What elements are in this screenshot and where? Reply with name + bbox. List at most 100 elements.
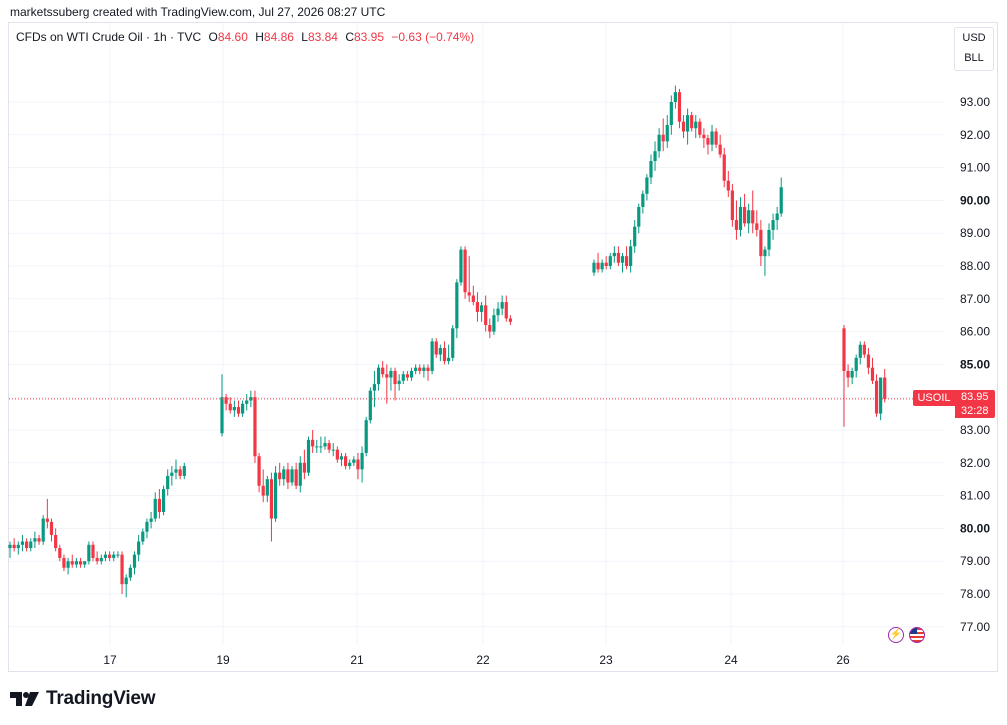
y-tick-label: 80.00	[960, 521, 990, 535]
candle	[694, 115, 698, 139]
candle	[145, 518, 149, 539]
candle-body	[108, 554, 112, 558]
chart-legend: CFDs on WTI Crude Oil · 1h · TVC O84.60 …	[16, 30, 474, 44]
high-value: 84.86	[263, 30, 294, 44]
candle	[397, 374, 401, 391]
candle	[637, 203, 641, 234]
candle-body	[738, 206, 743, 230]
candle	[426, 364, 430, 381]
candle-body	[393, 370, 397, 385]
open-value: 84.60	[217, 30, 248, 44]
candle-body	[775, 213, 779, 221]
candle	[874, 374, 879, 417]
candle	[157, 489, 161, 519]
candle	[128, 564, 132, 581]
candle	[153, 492, 157, 522]
y-tick-label: 86.00	[960, 325, 990, 339]
chart-frame	[8, 22, 998, 672]
candle-body	[220, 397, 224, 434]
candle	[278, 462, 282, 486]
candle-body	[451, 328, 455, 358]
candle-body	[690, 115, 694, 129]
candle	[348, 459, 352, 470]
candle-body	[430, 341, 434, 371]
change-value: −0.63 (−0.74%)	[391, 30, 475, 44]
candle-body	[629, 246, 633, 266]
candle	[311, 430, 315, 453]
candle-body	[149, 518, 153, 522]
candle-body	[604, 262, 608, 266]
candle	[62, 554, 66, 572]
candle-body	[12, 544, 16, 549]
candle-body	[41, 518, 45, 542]
candle	[409, 367, 414, 381]
last-price-tag: 83.95 32:28	[955, 390, 995, 418]
candle	[298, 456, 302, 493]
candle-body	[442, 348, 447, 362]
candle	[70, 554, 74, 568]
candle	[166, 469, 170, 496]
candle-body	[49, 521, 54, 535]
x-axis-labels: 17 19 21 22 23 24 26	[103, 653, 850, 667]
candle	[124, 574, 128, 598]
candle-body	[661, 134, 665, 142]
candle-body	[103, 554, 108, 558]
candle-body	[459, 249, 463, 283]
y-tick-label: 89.00	[960, 226, 990, 240]
candle	[866, 348, 871, 375]
candle-body	[418, 367, 422, 371]
candles	[8, 85, 887, 598]
candle-body	[714, 131, 718, 145]
candle	[95, 551, 99, 565]
candle-body	[665, 124, 669, 142]
candle-body	[224, 397, 228, 404]
candle	[364, 416, 368, 457]
candle-body	[78, 561, 83, 565]
candle-body	[842, 328, 846, 371]
lightning-icon[interactable]: ⚡	[888, 627, 904, 643]
candle	[771, 213, 775, 240]
candle	[385, 364, 389, 404]
candle	[20, 534, 25, 552]
candle-body	[25, 541, 29, 549]
us-flag-icon[interactable]	[909, 627, 925, 643]
candle	[747, 203, 751, 234]
candle-body	[596, 262, 600, 270]
tradingview-logo[interactable]: TradingView	[10, 688, 156, 709]
candle	[702, 128, 706, 148]
candle	[273, 466, 278, 522]
candle-body	[8, 544, 12, 549]
candle	[459, 246, 463, 286]
candle	[608, 252, 612, 270]
currency-unit-selector[interactable]: USD BLL	[954, 27, 994, 71]
candle-body	[730, 190, 734, 221]
candle-body	[641, 193, 645, 207]
candle-body	[612, 252, 616, 257]
symbol-label[interactable]: CFDs on WTI Crude Oil · 1h · TVC	[16, 30, 202, 44]
candle-body	[174, 469, 178, 473]
candle-body	[91, 544, 95, 558]
y-tick-label: 87.00	[960, 292, 990, 306]
candle	[850, 367, 854, 385]
candle	[742, 193, 747, 227]
candle	[508, 315, 512, 326]
y-tick-label: 82.00	[960, 456, 990, 470]
candle	[706, 134, 710, 155]
candle-body	[45, 518, 49, 522]
candle-body	[74, 561, 78, 565]
candle-body	[438, 348, 442, 355]
candle-body	[20, 541, 25, 545]
candle	[393, 367, 397, 401]
candle	[339, 452, 344, 467]
candle	[174, 459, 178, 480]
candle	[612, 246, 616, 263]
unit-label: BLL	[964, 52, 984, 64]
candle-body	[232, 407, 236, 411]
candle	[624, 246, 629, 270]
candle	[29, 538, 33, 552]
candle	[629, 239, 633, 273]
candle	[315, 439, 319, 453]
candle-body	[479, 305, 484, 312]
candle-body	[694, 121, 698, 129]
